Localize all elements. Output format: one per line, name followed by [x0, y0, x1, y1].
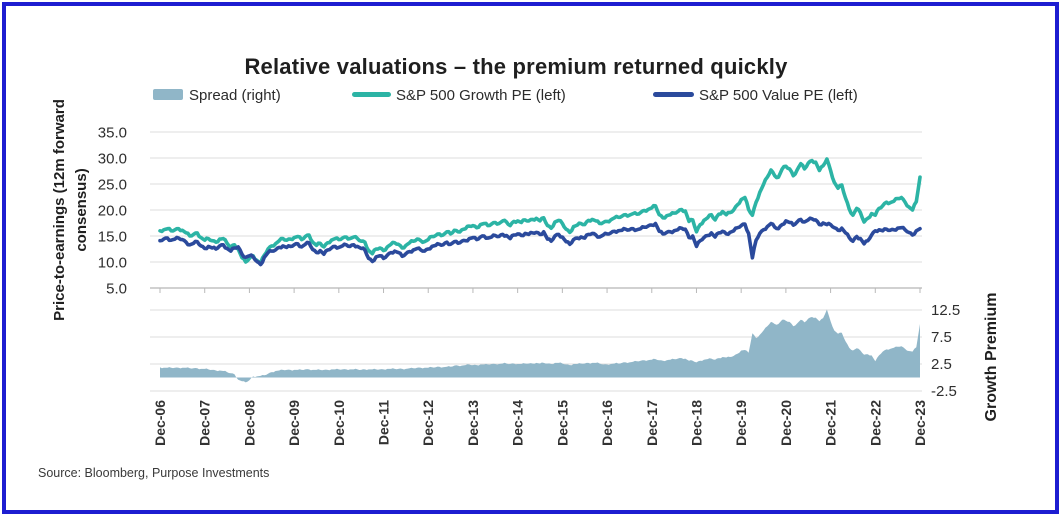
x-axis-label: Dec-13 [465, 400, 481, 446]
x-axis-label: Dec-12 [420, 400, 436, 446]
legend: Spread (right) S&P 500 Growth PE (left) … [153, 87, 858, 104]
left-axis-tick-label: 5.0 [106, 281, 127, 298]
x-axis-label: Dec-23 [912, 400, 928, 446]
x-axis-label: Dec-14 [510, 400, 526, 446]
x-axis-label: Dec-08 [241, 400, 257, 446]
source-note: Source: Bloomberg, Purpose Investments [38, 466, 269, 480]
right-axis-tick-label: 12.5 [931, 302, 960, 319]
left-axis-tick-label: 25.0 [98, 177, 127, 194]
right-axis-tick-label: 2.5 [931, 356, 952, 373]
growth-legend-swatch [352, 92, 391, 97]
left-axis-tick-label: 35.0 [98, 125, 127, 142]
spread-legend-swatch [153, 89, 183, 100]
growth-pe-line-series [158, 157, 922, 265]
spread-legend-label: Spread (right) [189, 87, 281, 104]
x-axis-label: Dec-11 [376, 400, 392, 445]
value-legend-swatch [653, 92, 694, 97]
x-axis-label: Dec-10 [331, 400, 347, 446]
x-axis-label: Dec-17 [644, 400, 660, 446]
x-axis-label: Dec-06 [152, 400, 168, 446]
left-axis-title-line2: consensus) [73, 168, 90, 251]
value-pe-line-series [158, 216, 922, 267]
x-axis-label: Dec-15 [554, 400, 570, 446]
x-axis-label: Dec-09 [286, 400, 302, 446]
left-axis-tick-label: 20.0 [98, 203, 127, 220]
left-axis-tick-label: 30.0 [98, 151, 127, 168]
right-axis-tick-label: -2.5 [931, 383, 957, 400]
x-axis-label: Dec-18 [688, 400, 704, 446]
left-axis-title-line1: Price-to-earnings (12m forward [51, 99, 68, 321]
x-axis-label: Dec-19 [733, 400, 749, 446]
right-axis-tick-label: 7.5 [931, 329, 952, 346]
left-axis-tick-label: 15.0 [98, 229, 127, 246]
x-axis-label: Dec-21 [823, 400, 839, 446]
x-axis-label: Dec-20 [778, 400, 794, 446]
chart-title: Relative valuations – the premium return… [244, 54, 788, 79]
left-axis-tick-label: 10.0 [98, 255, 127, 272]
x-axis-label: Dec-07 [197, 400, 213, 446]
x-axis-label: Dec-16 [599, 400, 615, 446]
growth-legend-label: S&P 500 Growth PE (left) [396, 87, 566, 104]
spread-area-series [160, 309, 920, 383]
value-legend-label: S&P 500 Value PE (left) [699, 87, 858, 104]
x-axis-label: Dec-22 [867, 400, 883, 446]
right-axis-title: Growth Premium [983, 293, 1000, 422]
